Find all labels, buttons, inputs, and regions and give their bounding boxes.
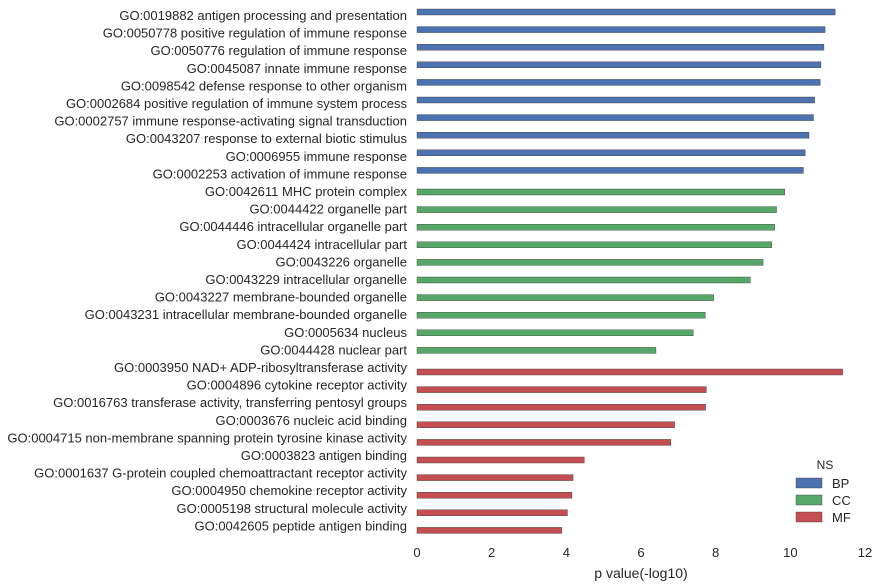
x-tick-labels: 0 2 4 6 8 10 12	[413, 545, 872, 560]
category-label-12: GO:0044446 intracellular organelle part	[179, 219, 407, 234]
bar-27	[416, 492, 573, 499]
category-label-13: GO:0044424 intracellular part	[236, 237, 407, 252]
category-labels: GO:0019882 antigen processing and presen…	[7, 8, 407, 533]
legend: NS BP CC MF	[795, 458, 851, 525]
category-label-19: GO:0044428 nuclear part	[260, 342, 407, 357]
bar-22	[416, 404, 706, 411]
category-label-14: GO:0043226 organelle	[275, 254, 407, 269]
category-label-3: GO:0045087 innate immune response	[187, 61, 407, 76]
x-tick-label-3: 6	[637, 545, 644, 560]
legend-swatch-cc	[795, 494, 823, 506]
bar-13	[416, 241, 772, 249]
bar-20	[416, 368, 843, 376]
bar-2	[416, 44, 825, 51]
category-label-24: GO:0004715 non-membrane spanning protein…	[7, 430, 407, 445]
bar-8	[416, 149, 806, 157]
bar-16	[416, 294, 714, 301]
x-tick-label-6: 12	[858, 545, 872, 560]
category-label-4: GO:0098542 defense response to other org…	[121, 78, 407, 93]
bar-18	[416, 329, 694, 336]
bar-28	[416, 509, 568, 516]
category-label-20: GO:0003950 NAD+ ADP-ribosyltransferase a…	[114, 360, 407, 375]
x-tick-label-5: 10	[783, 545, 797, 560]
legend-swatch-mf	[795, 511, 823, 523]
category-label-7: GO:0043207 response to external biotic s…	[126, 131, 408, 146]
category-label-5: GO:0002684 positive regulation of immune…	[66, 96, 408, 111]
legend-label-mf: MF	[832, 510, 851, 525]
bar-24	[416, 439, 672, 446]
category-label-21: GO:0004896 cytokine receptor activity	[187, 378, 408, 393]
bar-15	[416, 276, 751, 284]
bar-4	[416, 79, 821, 86]
bar-19	[416, 347, 657, 354]
category-label-27: GO:0004950 chemokine receptor activity	[171, 483, 407, 498]
legend-label-cc: CC	[832, 493, 851, 508]
category-label-9: GO:0002253 activation of immune response	[153, 166, 407, 181]
x-tick-label-4: 8	[712, 545, 719, 560]
category-label-1: GO:0050778 positive regulation of immune…	[103, 26, 407, 41]
bar-14	[416, 259, 764, 266]
bar-0	[416, 8, 836, 16]
category-label-8: GO:0006955 immune response	[226, 149, 407, 164]
bar-29	[416, 527, 563, 534]
bar-12	[416, 223, 775, 231]
category-label-17: GO:0043231 intracellular membrane-bounde…	[85, 307, 407, 322]
category-label-10: GO:0042611 MHC protein complex	[205, 184, 408, 199]
bar-5	[416, 96, 815, 104]
bar-7	[416, 131, 810, 139]
x-axis-title: p value(-log10)	[594, 565, 687, 581]
category-label-15: GO:0043229 intracellular organelle	[205, 272, 407, 287]
bar-10	[416, 188, 785, 196]
category-label-11: GO:0044422 organelle part	[249, 202, 407, 217]
legend-swatch-bp	[795, 477, 823, 489]
bar-6	[416, 114, 814, 121]
category-label-22: GO:0016763 transferase activity, transfe…	[53, 395, 407, 410]
legend-label-bp: BP	[832, 476, 849, 491]
bar-11	[416, 206, 777, 213]
category-label-6: GO:0002757 immune response-activating si…	[54, 114, 407, 129]
bar-21	[416, 386, 707, 393]
bar-3	[416, 61, 822, 68]
category-label-26: GO:0001637 G-protein coupled chemoattrac…	[34, 466, 407, 481]
x-tick-label-2: 4	[563, 545, 570, 560]
category-label-0: GO:0019882 antigen processing and presen…	[119, 8, 407, 23]
category-label-25: GO:0003823 antigen binding	[241, 448, 407, 463]
bar-9	[416, 167, 804, 174]
category-label-23: GO:0003676 nucleic acid binding	[215, 413, 407, 428]
category-label-2: GO:0050776 regulation of immune response	[150, 43, 407, 58]
x-tick-label-0: 0	[413, 545, 420, 560]
category-label-16: GO:0043227 membrane-bounded organelle	[155, 290, 407, 305]
x-tick-label-1: 2	[488, 545, 495, 560]
bar-23	[416, 421, 675, 428]
bars-group	[416, 8, 843, 534]
bar-25	[416, 456, 585, 464]
category-label-18: GO:0005634 nucleus	[284, 325, 407, 340]
category-label-29: GO:0042605 peptide antigen binding	[194, 518, 407, 533]
bar-17	[416, 312, 706, 319]
legend-title: NS	[817, 458, 834, 472]
category-label-28: GO:0005198 structural molecule activity	[177, 501, 408, 516]
bar-1	[416, 26, 826, 33]
bar-26	[416, 474, 574, 481]
